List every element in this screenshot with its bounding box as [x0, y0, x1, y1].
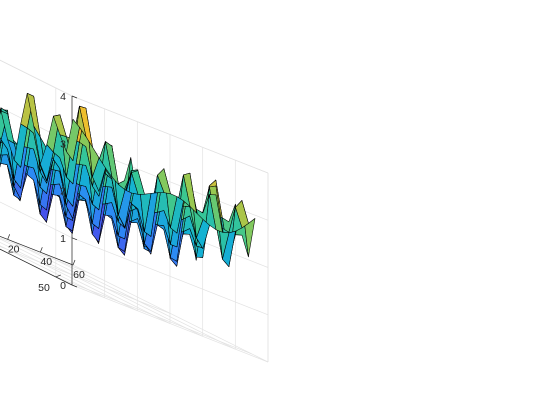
y-axis-line [0, 248, 73, 286]
z-grid-line-left [0, 107, 73, 144]
z-tick-label: 4 [60, 91, 66, 103]
y-grid-line-floor [0, 246, 171, 314]
z-tick-mark [71, 237, 78, 241]
y-grid-line-floor [0, 237, 90, 274]
z-tick-mark [71, 284, 78, 288]
z-grid-line-back [71, 237, 269, 316]
z-tick-label: 0 [60, 280, 66, 292]
x-tick-label: 20 [8, 243, 20, 255]
y-tick-mark [55, 274, 61, 278]
z-grid-line-left [0, 201, 73, 239]
tick-label-layer: -60-40-200204060-5005001234 [8, 91, 85, 294]
x-tick-mark [39, 247, 43, 253]
surface-layer [0, 93, 256, 267]
z-grid-line-back [71, 284, 269, 363]
z-tick-label: 3 [60, 138, 66, 150]
z-tick-mark [71, 95, 78, 99]
y-tick-label: 50 [38, 282, 50, 294]
box-edge-top-back [71, 95, 269, 174]
x-tick-mark [7, 234, 11, 240]
x-tick-mark [72, 259, 76, 266]
surface-patch [66, 118, 80, 161]
z-grid-line-left [0, 59, 73, 97]
surface-patch [0, 162, 1, 168]
y-grid-line-floor [55, 276, 252, 355]
z-tick-label: 1 [60, 233, 66, 245]
x-tick-label: 60 [73, 269, 85, 281]
box-edge-top-left [0, 59, 73, 97]
x-tick-label: 40 [40, 256, 52, 268]
z-tick-label: 2 [60, 186, 66, 198]
